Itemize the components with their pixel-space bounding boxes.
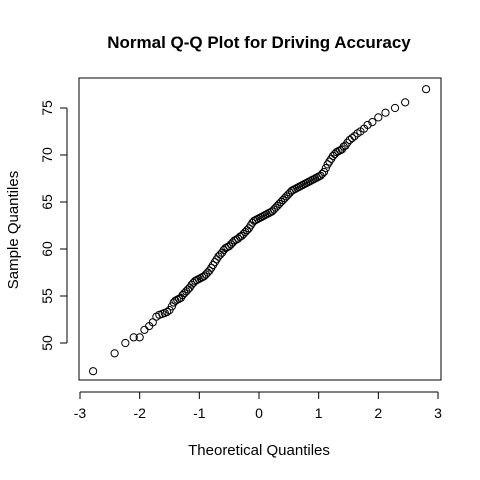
data-point [347,133,357,143]
y-axis: 50 55 60 65 70 75 [39,100,68,351]
data-point [363,120,372,130]
x-tick-label: -1 [193,405,206,421]
data-point [163,307,172,317]
x-tick-label: 3 [434,405,442,421]
data-point [343,138,352,147]
data-point [350,132,359,141]
x-tick-label: 0 [255,405,263,421]
y-axis-label: Sample Quantiles [5,171,22,289]
data-point [318,169,327,178]
data-point [89,367,98,376]
data-point [121,338,130,348]
y-tick-label: 50 [39,335,55,351]
data-point [374,113,383,122]
x-tick-label: 1 [315,405,323,421]
y-tick-label: 70 [39,147,55,163]
data-point [368,118,377,127]
x-axis: -3 -2 -1 0 1 2 3 [74,391,442,421]
x-tick-label: -2 [133,405,146,421]
y-tick-label: 60 [39,241,55,257]
chart-title: Normal Q-Q Plot for Driving Accuracy [107,33,411,52]
x-tick-label: -3 [74,405,87,421]
data-point [110,349,119,358]
data-point [216,250,225,259]
data-point [421,85,431,94]
data-point [129,333,138,342]
y-tick-label: 75 [39,100,55,116]
data-point [148,318,157,327]
data-point [319,167,329,177]
data-point [401,98,410,107]
data-point [390,103,400,113]
data-point [140,325,149,334]
data-points [89,85,431,376]
y-tick-label: 55 [39,288,55,304]
data-point [381,108,390,117]
data-point [135,333,144,342]
plot-frame [78,77,442,381]
data-point [321,164,330,173]
data-point [167,302,176,311]
x-tick-label: 2 [374,405,382,421]
y-tick-label: 65 [39,194,55,210]
x-axis-label: Theoretical Quantiles [188,442,330,459]
